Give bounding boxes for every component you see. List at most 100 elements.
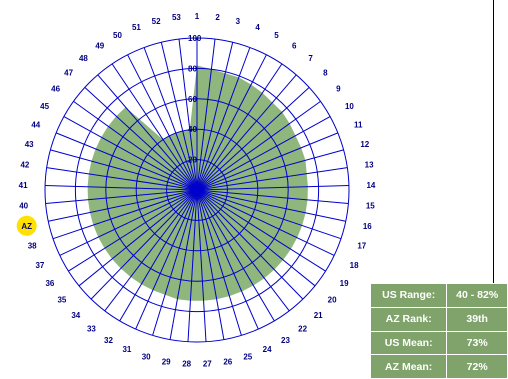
spoke-line bbox=[111, 63, 198, 191]
spoke-line bbox=[196, 63, 283, 191]
stats-row: US Mean: 73% bbox=[371, 331, 507, 355]
spoke-line bbox=[97, 74, 198, 191]
spoke-line bbox=[196, 132, 339, 191]
spoke-label: 20 bbox=[328, 296, 337, 305]
spoke-label: 44 bbox=[31, 121, 40, 130]
spoke-label: 34 bbox=[71, 311, 80, 320]
spoke-line bbox=[45, 189, 198, 204]
spoke-line bbox=[104, 189, 198, 312]
spoke-label: 21 bbox=[314, 311, 323, 320]
spoke-line bbox=[152, 189, 198, 336]
spoke-label: 42 bbox=[20, 160, 29, 169]
stats-value: 73% bbox=[447, 331, 507, 355]
spoke-line bbox=[196, 74, 297, 191]
spoke-label: 22 bbox=[298, 324, 307, 333]
spoke-label: 30 bbox=[142, 352, 151, 361]
stats-row: US Range: 40 - 82% bbox=[371, 284, 507, 307]
spoke-label: 49 bbox=[95, 42, 104, 51]
spoke-label: 18 bbox=[350, 261, 359, 270]
spoke-label: 28 bbox=[182, 360, 191, 369]
ring-tick-label: 80 bbox=[188, 64, 197, 73]
spoke-line bbox=[196, 189, 349, 204]
ring-tick-label: 40 bbox=[188, 125, 197, 134]
spoke-line bbox=[178, 39, 198, 191]
spoke-line bbox=[160, 42, 198, 191]
spoke-line bbox=[50, 149, 198, 191]
spoke-label: 45 bbox=[40, 102, 49, 111]
spoke-line bbox=[63, 116, 198, 191]
stats-value: 40 - 82% bbox=[447, 284, 507, 307]
spoke-label: 17 bbox=[357, 242, 366, 251]
spoke-line bbox=[135, 189, 198, 330]
spoke-label: 23 bbox=[281, 336, 290, 345]
spoke-label: 5 bbox=[274, 31, 279, 40]
spoke-label: 19 bbox=[340, 279, 349, 288]
stats-row: AZ Mean: 72% bbox=[371, 355, 507, 378]
spoke-label: 24 bbox=[263, 345, 272, 354]
spoke-label: 27 bbox=[203, 360, 212, 369]
spoke-line bbox=[55, 132, 198, 191]
spoke-line bbox=[196, 189, 225, 340]
spoke-label: 15 bbox=[366, 202, 375, 211]
spoke-line bbox=[196, 39, 216, 191]
spoke-line bbox=[196, 189, 335, 256]
spoke-line bbox=[196, 189, 342, 240]
spoke-label: 25 bbox=[243, 352, 252, 361]
spoke-label: 31 bbox=[122, 345, 131, 354]
spoke-line bbox=[143, 47, 198, 191]
spoke-line bbox=[196, 149, 344, 191]
spoke-label: 48 bbox=[79, 54, 88, 63]
spoke-line bbox=[196, 185, 349, 191]
spoke-line bbox=[46, 167, 198, 191]
ring-tick-label: 20 bbox=[188, 156, 197, 165]
spoke-label: 3 bbox=[236, 17, 241, 26]
spoke-label: 52 bbox=[152, 17, 161, 26]
spoke-line bbox=[169, 189, 198, 340]
spoke-line bbox=[196, 100, 321, 191]
spoke-line bbox=[52, 189, 198, 240]
spoke-label: 12 bbox=[360, 140, 369, 149]
spoke-label: 13 bbox=[365, 160, 374, 169]
spoke-line bbox=[196, 42, 234, 191]
spoke-line bbox=[187, 189, 198, 342]
stats-value: 39th bbox=[447, 307, 507, 331]
spoke-line bbox=[127, 54, 198, 191]
stats-table: US Range: 40 - 82% AZ Rank: 39th US Mean… bbox=[370, 283, 508, 379]
spoke-label: 10 bbox=[345, 102, 354, 111]
spoke-label: 33 bbox=[87, 324, 96, 333]
stats-label: AZ Rank: bbox=[371, 307, 447, 331]
spoke-label: 6 bbox=[292, 42, 297, 51]
spoke-label: 9 bbox=[336, 85, 341, 94]
stats-label: US Mean: bbox=[371, 331, 447, 355]
spoke-label: 29 bbox=[162, 357, 171, 366]
spoke-label: 14 bbox=[366, 181, 375, 190]
highlight-label: AZ bbox=[21, 222, 32, 231]
spoke-line bbox=[196, 189, 242, 336]
spoke-label: 40 bbox=[19, 202, 28, 211]
spoke-line bbox=[196, 189, 326, 272]
spoke-line bbox=[48, 189, 198, 222]
spoke-line bbox=[196, 87, 310, 191]
ring-tick-label: 100 bbox=[188, 34, 202, 43]
spoke-label: 16 bbox=[363, 222, 372, 231]
spoke-line bbox=[84, 87, 198, 191]
spoke-label: 1 bbox=[195, 12, 200, 21]
spoke-label: 35 bbox=[57, 296, 66, 305]
stats-label: AZ Mean: bbox=[371, 355, 447, 378]
spoke-label: 37 bbox=[35, 261, 44, 270]
ring-tick-label: 60 bbox=[188, 95, 197, 104]
spoke-line bbox=[119, 189, 198, 322]
spoke-line bbox=[196, 189, 290, 312]
highlight-marker bbox=[16, 215, 37, 236]
spoke-line bbox=[73, 100, 198, 191]
spoke-label: 46 bbox=[51, 85, 60, 94]
spoke-line bbox=[196, 189, 304, 300]
spoke-label: 4 bbox=[255, 23, 260, 32]
spoke-label: 50 bbox=[113, 31, 122, 40]
spoke-label: 47 bbox=[64, 69, 73, 78]
spoke-line bbox=[59, 189, 198, 256]
spoke-line bbox=[196, 47, 251, 191]
spoke-label: 43 bbox=[25, 140, 34, 149]
spoke-label: 38 bbox=[28, 242, 37, 251]
